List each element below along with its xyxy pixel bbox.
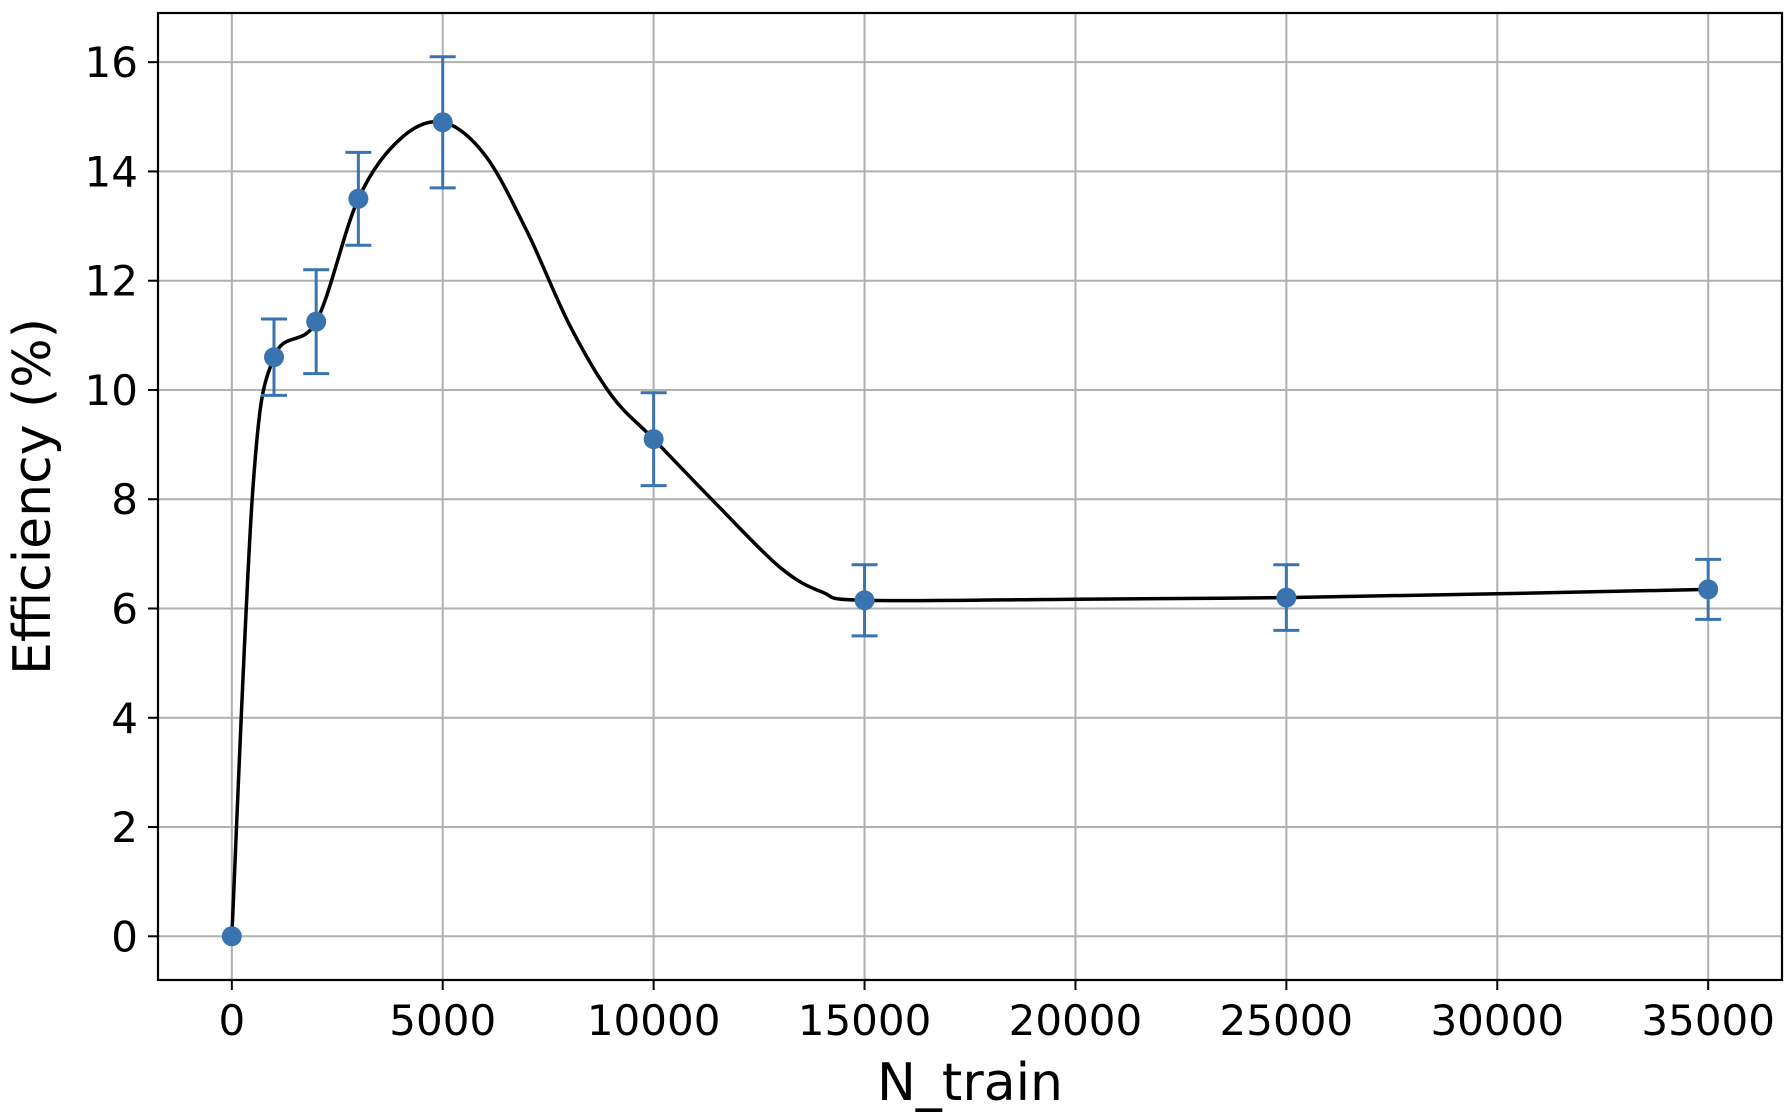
x-tick-label: 15000: [798, 996, 932, 1045]
y-tick-label: 14: [85, 147, 138, 196]
data-point: [854, 590, 875, 611]
data-points: [221, 112, 1719, 947]
plot-frame: [156, 11, 1784, 982]
y-tick-label: 2: [111, 803, 138, 852]
data-point: [221, 926, 242, 947]
fit-curve-group: [230, 119, 1709, 937]
y-axis-ticks: 0 2 4 6 8 10 12 14 16: [85, 38, 158, 961]
y-tick-label: 16: [85, 38, 138, 87]
x-tick-label: 10000: [587, 996, 721, 1045]
y-tick-label: 4: [111, 694, 138, 743]
x-tick-label: 20000: [1009, 996, 1143, 1045]
data-point: [348, 188, 369, 209]
grid: [158, 13, 1782, 980]
y-tick-label: 10: [85, 366, 138, 415]
x-tick-label: 25000: [1220, 996, 1354, 1045]
data-point: [1276, 587, 1297, 608]
x-tick-label: 5000: [389, 996, 496, 1045]
y-tick-label: 12: [85, 257, 138, 306]
fit-curve: [230, 119, 1709, 937]
y-tick-label: 8: [111, 475, 138, 524]
data-point: [643, 429, 664, 450]
data-point: [306, 311, 327, 332]
y-tick-label: 6: [111, 584, 138, 633]
x-axis-label: N_train: [877, 1053, 1063, 1113]
data-point: [1698, 579, 1719, 600]
y-tick-label: 0: [111, 912, 138, 961]
x-tick-label: 35000: [1641, 996, 1775, 1045]
y-axis-label: Efficiency (%): [3, 318, 63, 675]
x-tick-label: 30000: [1430, 996, 1564, 1045]
data-point: [264, 347, 284, 368]
data-point: [432, 112, 453, 133]
x-axis-ticks: 0 5000 10000 15000 20000 25000 30000 35000: [218, 980, 1775, 1045]
x-tick-label: 0: [218, 996, 245, 1045]
